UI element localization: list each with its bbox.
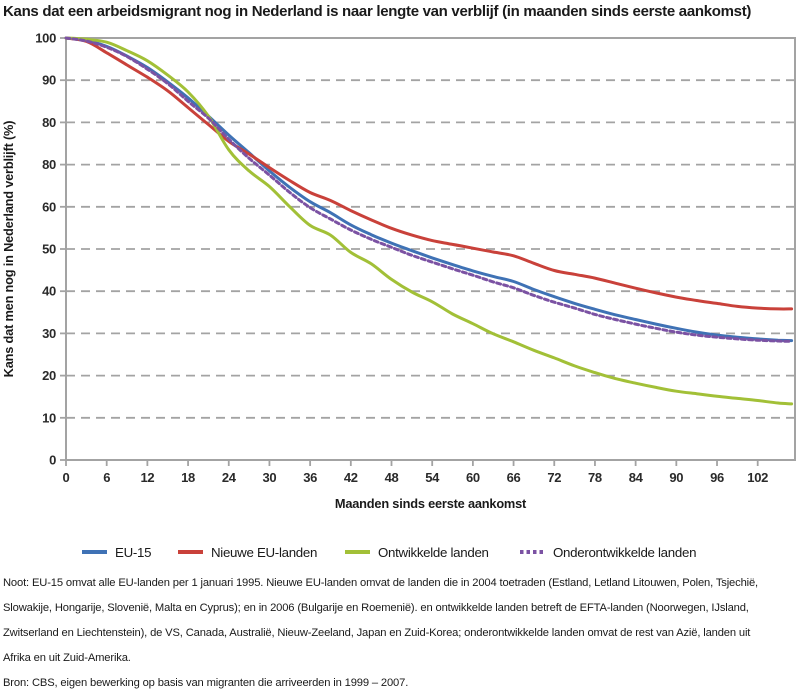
x-tick-label: 0 (63, 470, 70, 485)
series-line-ontwikkelde-landen (64, 36, 794, 406)
legend-item-eu-15: EU-15 (82, 544, 152, 560)
legend-swatch (82, 550, 107, 554)
x-tick-label: 102 (747, 470, 768, 485)
series-line-nieuwe-eu-landen (64, 36, 794, 311)
legend-item-nieuwe-eu-landen: Nieuwe EU-landen (178, 544, 318, 560)
y-tick-label: 30 (42, 326, 56, 341)
x-tick-label: 90 (669, 470, 683, 485)
axis-ticks (60, 37, 759, 466)
x-tick-label: 72 (547, 470, 561, 485)
x-tick-label: 42 (344, 470, 358, 485)
x-tick-label: 78 (588, 470, 602, 485)
legend-label: EU-15 (115, 544, 152, 560)
series-line-onderontwikkelde-landen (64, 36, 794, 343)
legend-item-onderontwikkelde-landen: Onderontwikkelde landen (520, 544, 697, 560)
x-tick-label: 54 (425, 470, 440, 485)
x-tick-label: 36 (303, 470, 317, 485)
chart-source: Bron: CBS, eigen bewerking op basis van … (3, 677, 409, 689)
legend-swatch (178, 550, 203, 554)
y-tick-label: 50 (42, 242, 56, 257)
legend-swatch (520, 550, 545, 554)
y-tick-label: 80 (42, 115, 56, 130)
chart-title: Kans dat een arbeidsmigrant nog in Neder… (3, 3, 752, 20)
y-tick-label: 0 (49, 453, 56, 468)
note-line: Zwitserland en Liechtenstein), de VS, Ca… (3, 627, 751, 639)
legend-label: Onderontwikkelde landen (553, 544, 697, 560)
legend-label: Nieuwe EU-landen (211, 544, 318, 560)
x-tick-label: 12 (140, 470, 154, 485)
x-tick-label: 6 (103, 470, 110, 485)
series-line-eu-15 (64, 36, 794, 343)
x-tick-label: 48 (385, 470, 399, 485)
gridlines (66, 79, 795, 419)
x-tick-label: 84 (629, 470, 644, 485)
legend-item-ontwikkelde-landen: Ontwikkelde landen (345, 544, 489, 560)
y-tick-label: 100 (35, 31, 56, 46)
x-tick-label: 60 (466, 470, 480, 485)
x-tick-label: 24 (222, 470, 237, 485)
x-tick-label: 30 (263, 470, 277, 485)
legend-swatch (345, 550, 370, 554)
y-tick-label: 80 (42, 157, 56, 172)
note-line: Noot: EU-15 omvat alle EU-landen per 1 j… (3, 577, 759, 589)
chart-note: Noot: EU-15 omvat alle EU-landen per 1 j… (3, 571, 758, 671)
y-tick-label: 60 (42, 199, 56, 214)
x-tick-labels: 0 6 12 18 24 30 36 42 48 54 60 66 72 78 84 90 96 102 (63, 470, 769, 485)
y-tick-label: 40 (42, 284, 56, 299)
legend-label: Ontwikkelde landen (378, 544, 489, 560)
x-tick-label: 18 (181, 470, 195, 485)
x-axis-title: Maanden sinds eerste aankomst (335, 496, 527, 511)
y-tick-label: 90 (42, 73, 56, 88)
note-line: Afrika en uit Zuid-Amerika. (3, 652, 131, 664)
x-tick-label: 96 (710, 470, 724, 485)
note-line: Slowakije, Hongarije, Slovenië, Malta en… (3, 602, 749, 614)
y-axis-title: Kans dat men nog in Nederland verblijft … (1, 121, 16, 378)
y-tick-label: 20 (42, 368, 56, 383)
y-tick-label: 10 (42, 410, 56, 425)
x-tick-label: 66 (507, 470, 521, 485)
